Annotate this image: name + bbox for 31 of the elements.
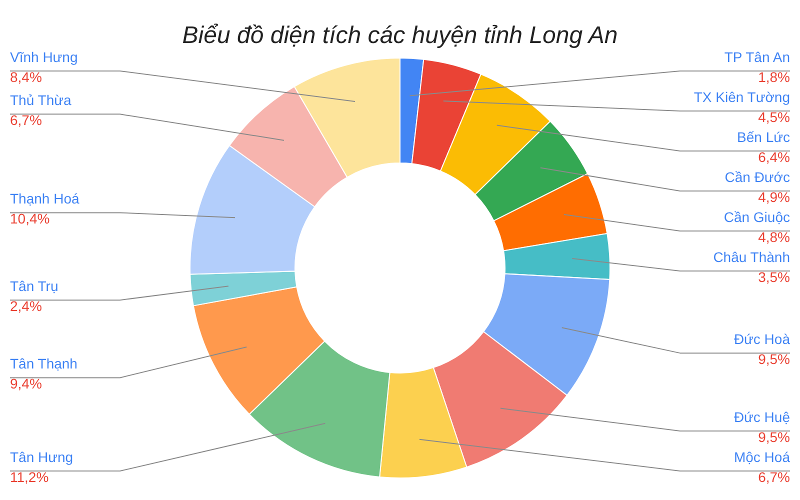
slice-label: Vĩnh Hưng — [10, 49, 78, 65]
data-label: 9,5% — [758, 351, 790, 368]
data-label: 1,8% — [758, 69, 790, 85]
slice-label: Tân Trụ — [10, 278, 58, 294]
data-label: 6,7% — [758, 469, 790, 485]
data-label: 9,5% — [758, 429, 790, 445]
slice-label: Tân Thạnh — [10, 356, 78, 372]
slice-label: Cần Đước — [724, 169, 790, 185]
data-label: 6,4% — [758, 149, 790, 165]
slice-label: Mộc Hoá — [734, 449, 790, 465]
data-label: 8,4% — [10, 69, 42, 85]
data-label: 11,2% — [10, 469, 49, 485]
slice-label: TX Kiên Tường — [694, 89, 790, 105]
data-label: 10,4% — [10, 210, 50, 227]
data-label: 4,9% — [758, 189, 790, 205]
slice-label: Thủ Thừa — [10, 92, 72, 108]
chart-title: Biểu đồ diện tích các huyện tỉnh Long An — [182, 22, 618, 49]
data-label: 4,5% — [758, 109, 790, 125]
slice-label: Bến Lức — [737, 129, 790, 145]
slice-label: Tân Hưng — [10, 449, 74, 465]
slice-label: Cần Giuộc — [724, 209, 790, 225]
data-label: 6,7% — [10, 112, 42, 128]
slice-label: Châu Thành — [713, 249, 790, 265]
slice-label: Đức Hoà — [734, 331, 790, 348]
data-label: 4,8% — [758, 229, 790, 245]
slice-label: Đức Huệ — [734, 409, 790, 425]
data-label: 3,5% — [758, 269, 790, 285]
data-label: 2,4% — [10, 298, 42, 314]
data-label: 9,4% — [10, 376, 42, 392]
slice-label: TP Tân An — [724, 49, 790, 65]
slice-label: Thạnh Hoá — [10, 190, 80, 207]
